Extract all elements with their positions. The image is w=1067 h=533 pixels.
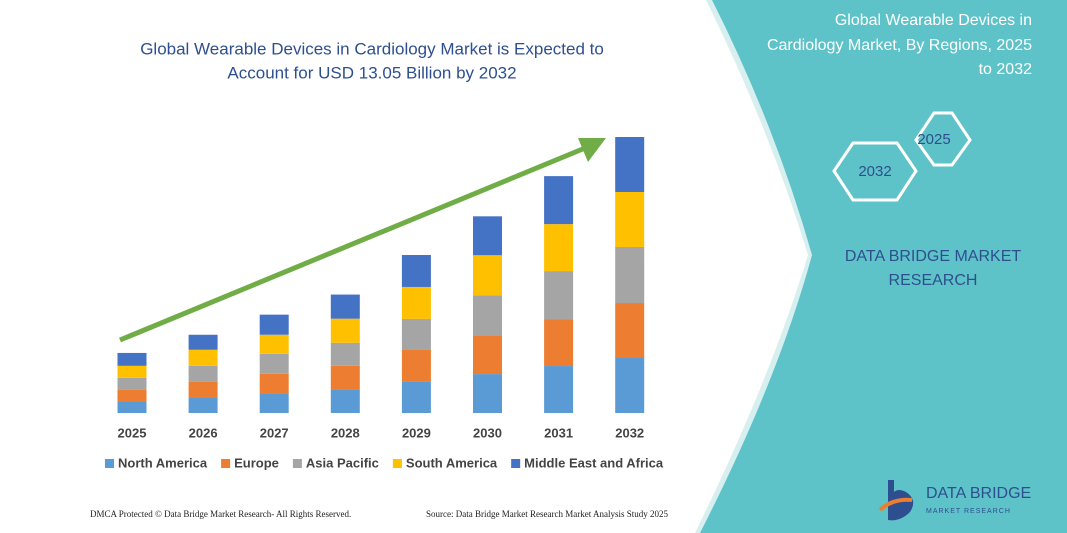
bar-segment (188, 365, 218, 382)
bar-segment (473, 216, 502, 256)
bar-segment (330, 365, 360, 390)
bar-segment (473, 374, 502, 413)
legend-swatch (105, 459, 114, 468)
bar-segment (117, 352, 147, 366)
bar-segment (615, 303, 645, 359)
bar-segment (544, 271, 574, 320)
legend-label: Middle East and Africa (524, 455, 664, 470)
x-tick-label: 2026 (189, 425, 218, 440)
arrow-head (578, 138, 606, 162)
panel-title: to 2032 (979, 61, 1032, 78)
bar-segment (473, 335, 502, 375)
x-tick-label: 2028 (331, 425, 360, 440)
bar-segment (259, 393, 289, 413)
hexagon (832, 141, 918, 202)
brand-text: RESEARCH (889, 272, 978, 289)
legend-swatch (292, 459, 302, 468)
bar-segment (473, 255, 502, 296)
panel-title: Global Wearable Devices in (835, 12, 1032, 29)
side-panel (700, 0, 1067, 533)
logo-swoosh (878, 497, 913, 512)
bar-segment (615, 137, 645, 192)
bar-segment (188, 349, 218, 366)
brand-text: DATA BRIDGE MARKET (845, 248, 1022, 265)
logo: DATA BRIDGE MARKET RESEARCH (878, 480, 1031, 521)
bar-segment (259, 334, 289, 354)
bar-segment (615, 358, 645, 413)
bar-segment (401, 349, 431, 382)
bar-segment (259, 314, 289, 335)
x-tick-label: 2027 (260, 425, 289, 440)
panel-title: Cardiology Market, By Regions, 2025 (767, 37, 1032, 54)
trend-arrow (119, 143, 591, 343)
bar-segment (259, 373, 289, 394)
chart-title: Global Wearable Devices in Cardiology Ma… (140, 39, 604, 58)
bar-segment (330, 342, 360, 366)
chart: 2025 2026 2027 2028 2029 2030 2031 2032 North Am… (105, 137, 664, 470)
bar-segment (401, 381, 431, 413)
bar-segment (544, 366, 574, 413)
x-tick-label: 2029 (402, 425, 431, 440)
hexagon-label: 2025 (917, 131, 950, 148)
chart-title: Account for USD 13.05 Billion by 2032 (227, 63, 516, 82)
x-tick-label: 2025 (118, 425, 147, 440)
footer-left: DMCA Protected © Data Bridge Market Rese… (90, 509, 351, 519)
bar-segment (330, 318, 360, 343)
bar-segment (188, 381, 218, 398)
x-tick-label: 2030 (473, 425, 502, 440)
bar-segment (544, 224, 574, 272)
hexagon (914, 111, 972, 167)
bar-segment (117, 365, 147, 378)
bar-segment (117, 389, 147, 403)
bar-segment (188, 397, 218, 413)
logo-name: DATA BRIDGE (926, 485, 1031, 502)
bar-segment (544, 176, 574, 225)
bar-segment (615, 246, 645, 304)
bar-segment (401, 286, 431, 319)
bar-segment (615, 191, 645, 247)
footer-right: Source: Data Bridge Market Research Mark… (426, 509, 668, 519)
bar-segment (259, 353, 289, 374)
bar-segment (330, 294, 360, 319)
legend-label: South America (406, 455, 498, 470)
bar-segment (188, 334, 218, 350)
legend-label: Asia Pacific (306, 455, 379, 470)
bar-segment (330, 389, 360, 413)
bar-segment (544, 319, 574, 367)
hexagon-label: 2032 (858, 163, 891, 180)
legend-swatch (392, 459, 402, 468)
bar-segment (117, 402, 147, 413)
legend-label: North America (118, 455, 208, 470)
x-tick-label: 2032 (615, 425, 644, 440)
legend-label: Europe (234, 455, 279, 470)
bar-segment (401, 318, 431, 350)
bar-segment (117, 377, 147, 390)
logo-tagline: MARKET RESEARCH (926, 508, 1011, 515)
legend-swatch (511, 459, 521, 468)
bar-segment (473, 295, 502, 336)
legend-swatch (221, 459, 231, 468)
bar-segment (401, 255, 431, 287)
x-tick-label: 2031 (544, 425, 573, 440)
